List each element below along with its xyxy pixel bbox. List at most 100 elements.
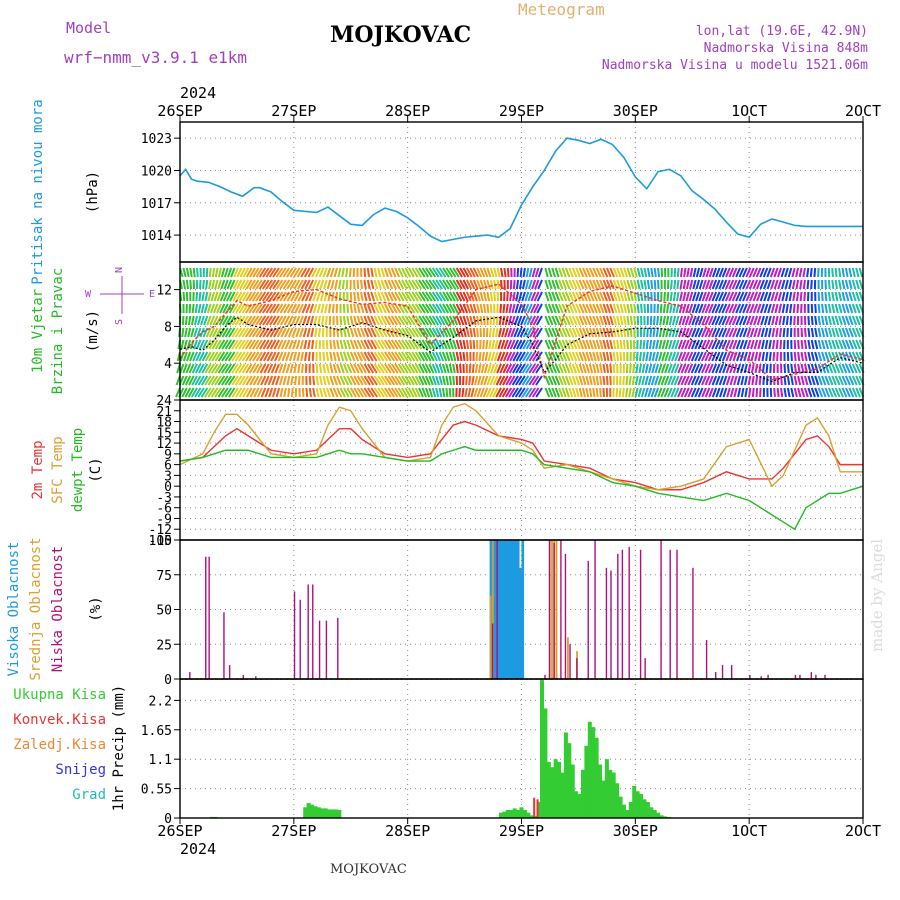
wind-barb (817, 327, 822, 338)
wind-barb (800, 387, 806, 398)
wind-barb (339, 375, 346, 386)
wind-barb (251, 315, 260, 326)
wind-barb (204, 351, 212, 362)
wind-barb (195, 291, 199, 302)
wind-barb (501, 315, 506, 326)
wind-barb (353, 351, 360, 362)
wind-barb (510, 315, 516, 326)
wind-barb (657, 375, 663, 386)
y-tick-label: 0 (164, 480, 172, 495)
wind-barb (471, 363, 475, 374)
wind-barb (252, 279, 260, 290)
wind-barb (305, 387, 309, 398)
wind-barb (304, 351, 308, 362)
wind-barb (564, 303, 571, 314)
wind-barb (571, 339, 578, 350)
wind-barb (678, 315, 683, 326)
wind-barb (561, 387, 567, 398)
wind-barb (387, 339, 395, 350)
wind-barb (690, 351, 697, 362)
wind-barb (201, 363, 209, 374)
wind-barb (411, 315, 420, 326)
wind-barb (612, 303, 618, 314)
wind-barb (561, 339, 568, 350)
wind-barb (425, 279, 433, 290)
wind-barb (585, 339, 591, 350)
wind-barb (192, 339, 199, 350)
wind-barb (390, 375, 399, 386)
wind-barb (461, 387, 465, 398)
wind-barb (745, 291, 752, 302)
wind-barb (595, 387, 599, 398)
wind-barb (616, 279, 622, 290)
wind-barb (697, 327, 704, 338)
low-cloud-bar (644, 658, 646, 679)
wind-barb (193, 327, 199, 338)
total-precip-bar (529, 815, 534, 818)
wind-barb (682, 291, 687, 302)
wind-barb (225, 315, 233, 326)
wind-barb (752, 303, 759, 314)
wind-barb (745, 303, 752, 314)
wind-barb (401, 303, 409, 314)
wind-barb (366, 363, 375, 374)
wind-barb (797, 387, 802, 398)
wind-barb (851, 351, 858, 362)
wind-barb (629, 291, 634, 302)
wind-barb (455, 303, 462, 314)
wind-barb (377, 339, 385, 350)
precip-legend-item: Grad (72, 787, 106, 803)
wind-barb (516, 339, 523, 350)
wind-barb (308, 291, 315, 302)
wind-barb (670, 363, 677, 374)
wind-barb (445, 303, 453, 314)
wind-barb (195, 339, 202, 350)
wind-barb (231, 339, 239, 350)
wind-barb (442, 303, 450, 314)
wind-barb (643, 279, 647, 290)
total-precip-bar (303, 807, 308, 818)
wind-barb (472, 339, 476, 350)
wind-barb (501, 387, 509, 398)
wind-barb (746, 327, 752, 338)
wind-barb (688, 303, 694, 314)
total-precip-bar (598, 764, 603, 818)
wind-barb (807, 339, 811, 350)
wind-barb (789, 303, 793, 314)
wind-barb (404, 315, 413, 326)
wind-barb (800, 327, 804, 338)
wind-barb (647, 387, 653, 398)
wind-barb (244, 339, 253, 350)
wind-barb (517, 315, 523, 326)
wind-barb (486, 375, 492, 386)
wind-barb (698, 303, 704, 314)
wind-barb (568, 327, 575, 338)
wind-barb (255, 327, 263, 338)
compass-e: E (149, 289, 155, 300)
wind-barb (749, 315, 755, 326)
wind-barb (817, 351, 823, 362)
wind-barb (675, 291, 680, 302)
wind-barb (827, 375, 834, 386)
wind-barb (224, 387, 233, 398)
y-tick-label: 12 (156, 437, 172, 452)
y-tick-label: 1.1 (149, 753, 172, 768)
wind-barb (232, 291, 239, 302)
wind-barb (421, 375, 428, 386)
wind-barb (262, 351, 270, 362)
wind-barb (404, 279, 412, 290)
wind-barb (834, 339, 840, 350)
wind-barb (198, 339, 205, 350)
wind-barb (431, 327, 439, 338)
wind-barb (715, 387, 721, 398)
wind-barb (401, 279, 408, 290)
wind-barb (578, 303, 585, 314)
total-precip-bar (323, 808, 328, 818)
wind-barb (537, 279, 543, 290)
wind-barb (768, 351, 772, 362)
wind-barb (244, 327, 253, 338)
wind-barb (390, 387, 399, 398)
wind-barb (387, 375, 396, 386)
wind-barb (578, 351, 584, 362)
wind-barb (489, 375, 496, 386)
